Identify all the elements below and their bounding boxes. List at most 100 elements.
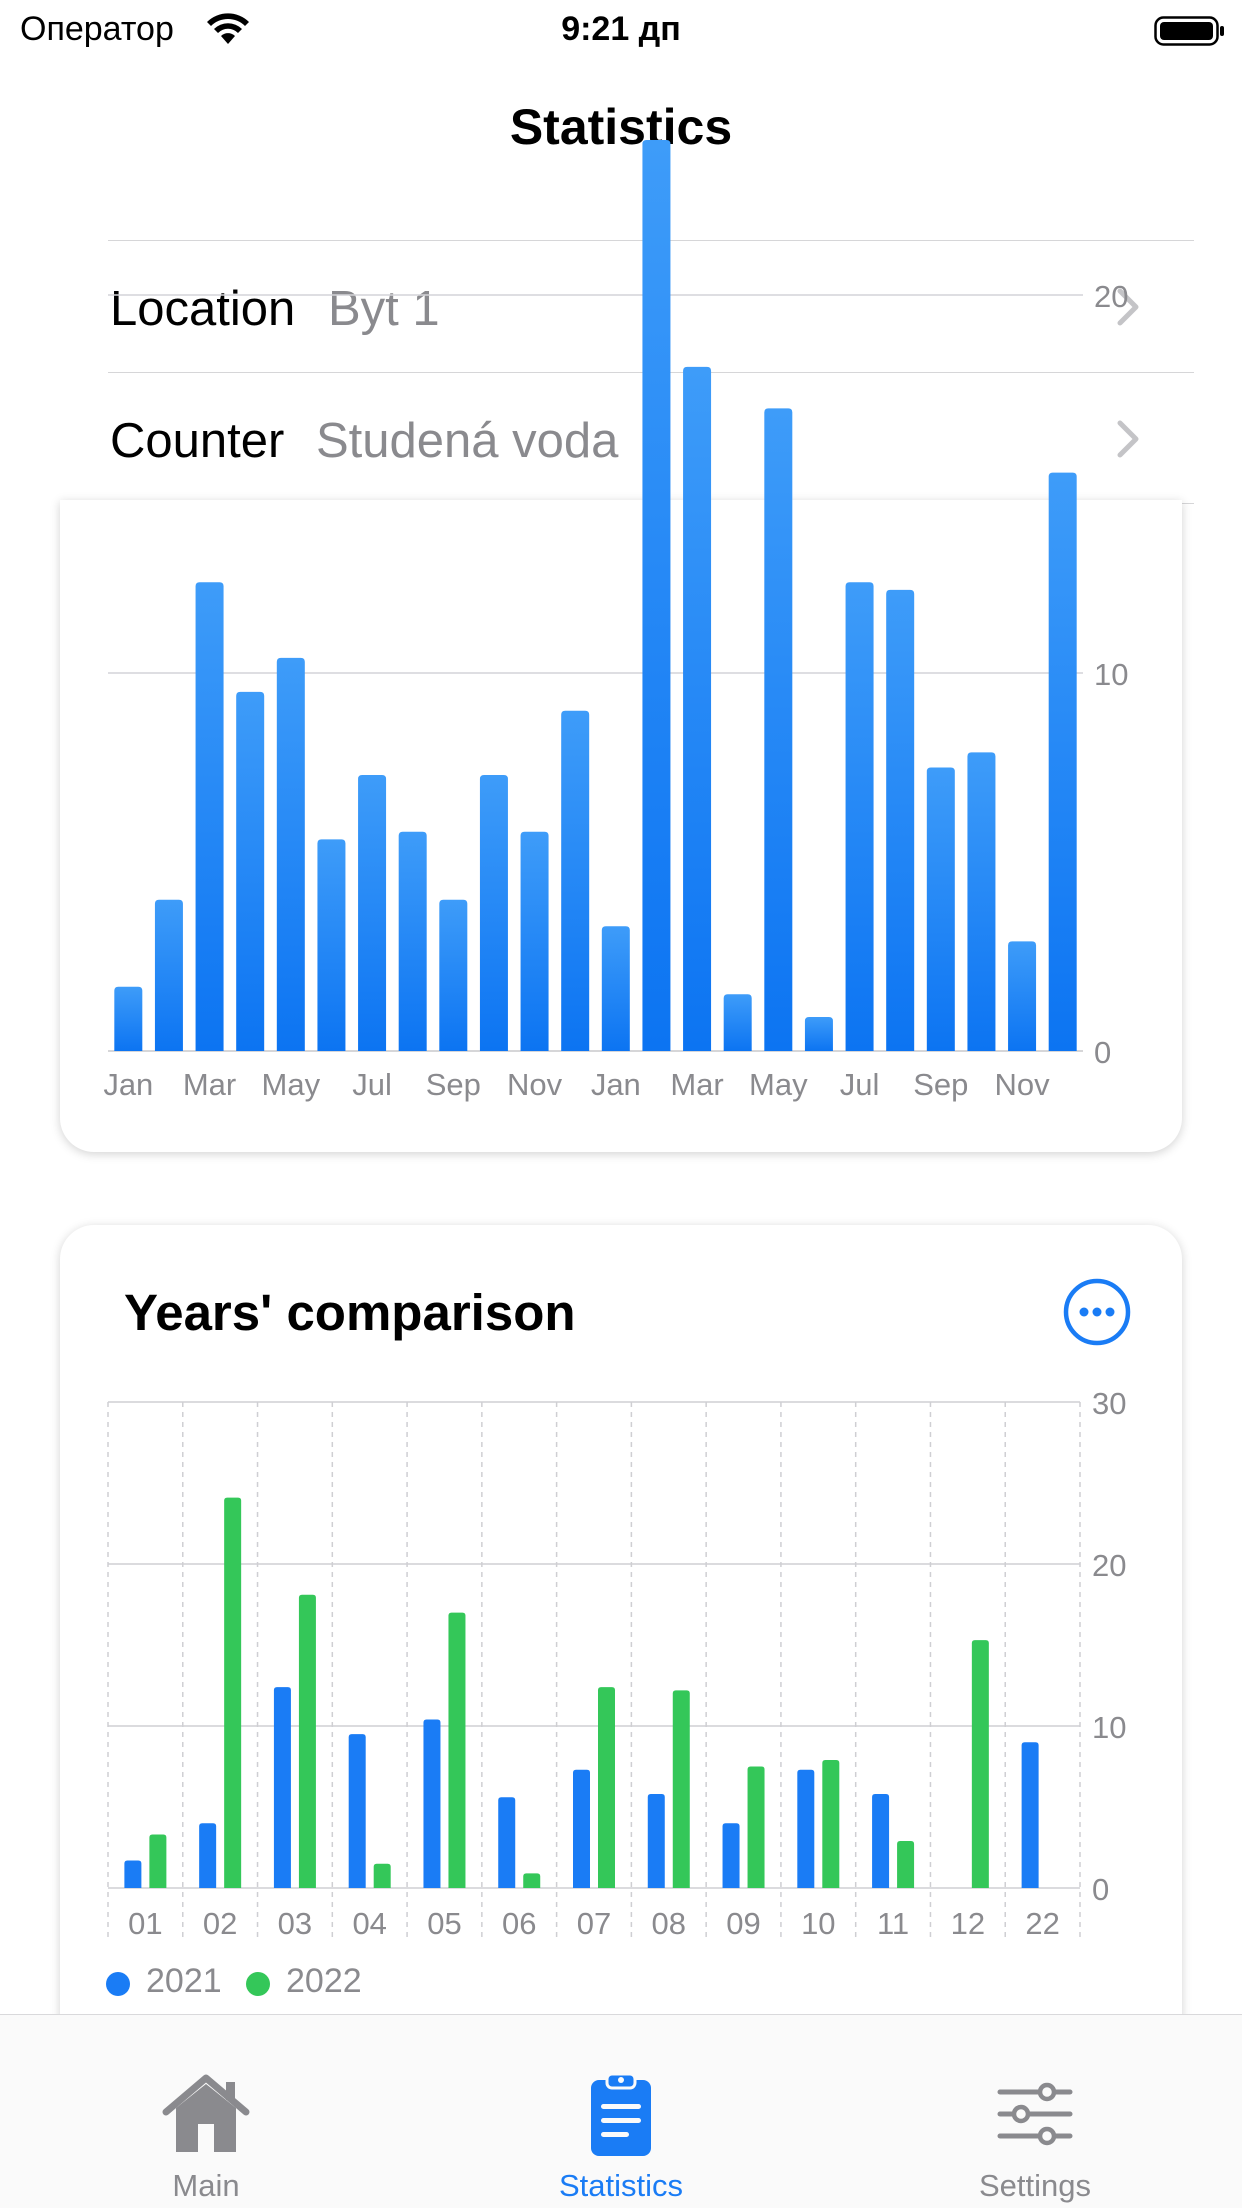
monthly-x-tick: Jan — [591, 1067, 641, 1102]
monthly-bar — [195, 582, 224, 1051]
monthly-x-tick: Jul — [840, 1067, 880, 1102]
comparison-bar-2021 — [423, 1719, 441, 1888]
monthly-x-tick: Mar — [183, 1067, 236, 1102]
monthly-bar — [967, 752, 996, 1051]
comparison-bar-2021 — [498, 1797, 516, 1888]
comparison-bar-2022 — [149, 1834, 167, 1888]
monthly-bar — [1008, 941, 1037, 1051]
monthly-y-tick: 0 — [1094, 1035, 1111, 1070]
comparison-x-tick: 05 — [427, 1906, 461, 1941]
comparison-bar-2021 — [348, 1734, 366, 1888]
monthly-x-tick: Mar — [670, 1067, 723, 1102]
comparison-bar-2022 — [298, 1594, 316, 1888]
counter-value: Studená voda — [316, 414, 619, 468]
monthly-x-tick: Jul — [352, 1067, 392, 1102]
comparison-x-tick: 07 — [577, 1906, 611, 1941]
comparison-bar-2022 — [224, 1497, 242, 1888]
comparison-y-tick: 0 — [1092, 1872, 1109, 1907]
legend-label-2021: 2021 — [146, 1962, 222, 2000]
tab-statistics-label: Statistics — [558, 2168, 684, 2203]
clipboard-icon — [591, 2072, 651, 2156]
comparison-x-tick: 01 — [128, 1906, 162, 1941]
tab-settings-label: Settings — [978, 2168, 1091, 2203]
monthly-bar — [439, 899, 468, 1051]
monthly-x-tick: Jan — [103, 1067, 153, 1102]
comparison-x-tick: 04 — [352, 1906, 386, 1941]
comparison-bar-2021 — [1021, 1742, 1039, 1888]
monthly-bar — [317, 839, 346, 1051]
location-value: Byt 1 — [328, 282, 440, 336]
comparison-bar-2022 — [747, 1766, 765, 1888]
tab-settings[interactable]: Settings — [885, 2014, 1185, 2208]
monthly-bar — [154, 899, 183, 1051]
comparison-x-tick: 03 — [278, 1906, 312, 1941]
monthly-bar — [358, 775, 387, 1051]
comparison-bar-2022 — [448, 1612, 466, 1888]
comparison-bar-2021 — [872, 1794, 890, 1888]
comparison-bar-2021 — [797, 1769, 815, 1888]
comparison-y-tick: 20 — [1092, 1548, 1126, 1583]
monthly-bar — [764, 408, 793, 1051]
legend-dot-2021 — [106, 1972, 130, 1996]
comparison-bar-2022 — [672, 1690, 690, 1888]
monthly-x-tick: Sep — [426, 1067, 481, 1102]
comparison-bar-2022 — [897, 1841, 915, 1888]
monthly-x-tick: May — [749, 1067, 808, 1102]
location-row[interactable]: Location Byt 1 — [108, 240, 1194, 372]
comparison-bar-2022 — [373, 1863, 391, 1888]
comparison-x-tick: 02 — [203, 1906, 237, 1941]
tab-bar: Main Statistics Settings — [0, 2014, 1242, 2208]
comparison-bar-2021 — [647, 1794, 665, 1888]
comparison-bar-2021 — [273, 1687, 291, 1888]
monthly-bar — [845, 582, 874, 1051]
monthly-bar — [479, 775, 508, 1051]
monthly-bar — [804, 1016, 833, 1051]
wifi-icon — [207, 13, 249, 44]
comparison-bar-2021 — [722, 1823, 740, 1888]
monthly-bar — [683, 366, 712, 1051]
comparison-bar-2021 — [124, 1860, 142, 1888]
comparison-x-tick: 08 — [652, 1906, 686, 1941]
chevron-right-icon — [1117, 420, 1139, 458]
comparison-y-tick: 10 — [1092, 1710, 1126, 1745]
tab-main[interactable]: Main — [56, 2014, 356, 2208]
more-options-icon[interactable] — [1062, 1277, 1132, 1347]
status-bar: Оператор 9:21 дп — [0, 0, 1242, 62]
comparison-bar-2022 — [523, 1873, 541, 1888]
comparison-bar-2022 — [971, 1640, 989, 1888]
comparison-x-tick: 22 — [1025, 1906, 1059, 1941]
battery-icon — [1154, 16, 1224, 46]
comparison-x-tick: 06 — [502, 1906, 536, 1941]
card-title: Years' comparison — [124, 1284, 576, 1341]
monthly-y-tick: 10 — [1094, 657, 1128, 692]
counter-label: Counter — [110, 414, 285, 468]
legend-dot-2022 — [246, 1972, 270, 1996]
page-title: Statistics — [509, 99, 733, 155]
carrier-label: Оператор — [20, 10, 174, 48]
monthly-bar — [114, 986, 143, 1051]
monthly-bar — [398, 831, 427, 1051]
comparison-bar-2021 — [199, 1823, 217, 1888]
location-label: Location — [110, 282, 296, 336]
status-time: 9:21 дп — [561, 10, 681, 48]
monthly-x-tick: May — [262, 1067, 321, 1102]
monthly-bar — [1048, 472, 1077, 1051]
monthly-x-tick: Nov — [507, 1067, 563, 1102]
house-icon — [162, 2074, 250, 2152]
monthly-bar — [886, 589, 915, 1051]
comparison-bar-2022 — [598, 1687, 615, 1888]
tab-main-label: Main — [172, 2168, 240, 2203]
monthly-x-tick: Nov — [994, 1067, 1050, 1102]
monthly-bar — [561, 710, 590, 1051]
comparison-x-tick: 09 — [726, 1906, 760, 1941]
monthly-bar — [520, 831, 549, 1051]
tab-statistics[interactable]: Statistics — [471, 2014, 771, 2208]
monthly-bar — [236, 691, 265, 1051]
monthly-x-tick: Sep — [913, 1067, 968, 1102]
comparison-x-tick: 10 — [801, 1906, 835, 1941]
chevron-right-icon — [1117, 288, 1139, 326]
comparison-bar-2021 — [573, 1769, 590, 1888]
monthly-y-tick: 20 — [1094, 279, 1128, 314]
monthly-bar — [601, 926, 630, 1051]
